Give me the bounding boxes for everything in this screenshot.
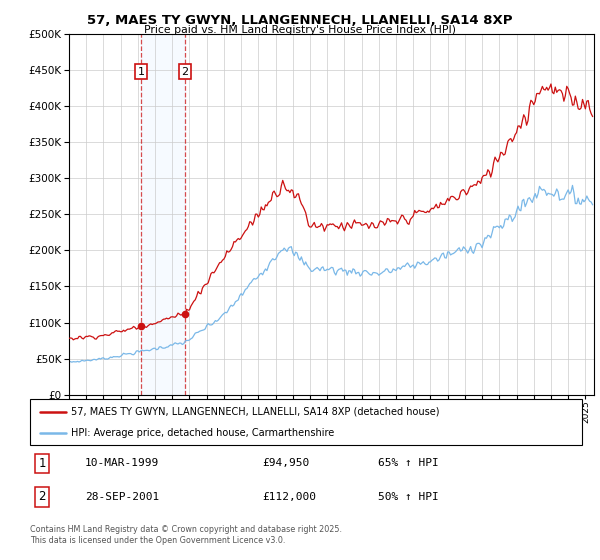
Text: 50% ↑ HPI: 50% ↑ HPI xyxy=(378,492,439,502)
Text: 28-SEP-2001: 28-SEP-2001 xyxy=(85,492,160,502)
Text: 65% ↑ HPI: 65% ↑ HPI xyxy=(378,459,439,468)
Text: 1: 1 xyxy=(137,67,145,77)
Text: 2: 2 xyxy=(181,67,188,77)
Text: 2: 2 xyxy=(38,491,46,503)
Text: £112,000: £112,000 xyxy=(262,492,316,502)
Text: £94,950: £94,950 xyxy=(262,459,309,468)
Text: 57, MAES TY GWYN, LLANGENNECH, LLANELLI, SA14 8XP: 57, MAES TY GWYN, LLANGENNECH, LLANELLI,… xyxy=(87,14,513,27)
Bar xyxy=(141,34,185,395)
Text: 1: 1 xyxy=(38,457,46,470)
Text: 57, MAES TY GWYN, LLANGENNECH, LLANELLI, SA14 8XP (detached house): 57, MAES TY GWYN, LLANGENNECH, LLANELLI,… xyxy=(71,407,440,417)
Text: Price paid vs. HM Land Registry's House Price Index (HPI): Price paid vs. HM Land Registry's House … xyxy=(144,25,456,35)
Text: HPI: Average price, detached house, Carmarthenshire: HPI: Average price, detached house, Carm… xyxy=(71,428,335,438)
Text: 10-MAR-1999: 10-MAR-1999 xyxy=(85,459,160,468)
Text: Contains HM Land Registry data © Crown copyright and database right 2025.
This d: Contains HM Land Registry data © Crown c… xyxy=(30,525,342,545)
